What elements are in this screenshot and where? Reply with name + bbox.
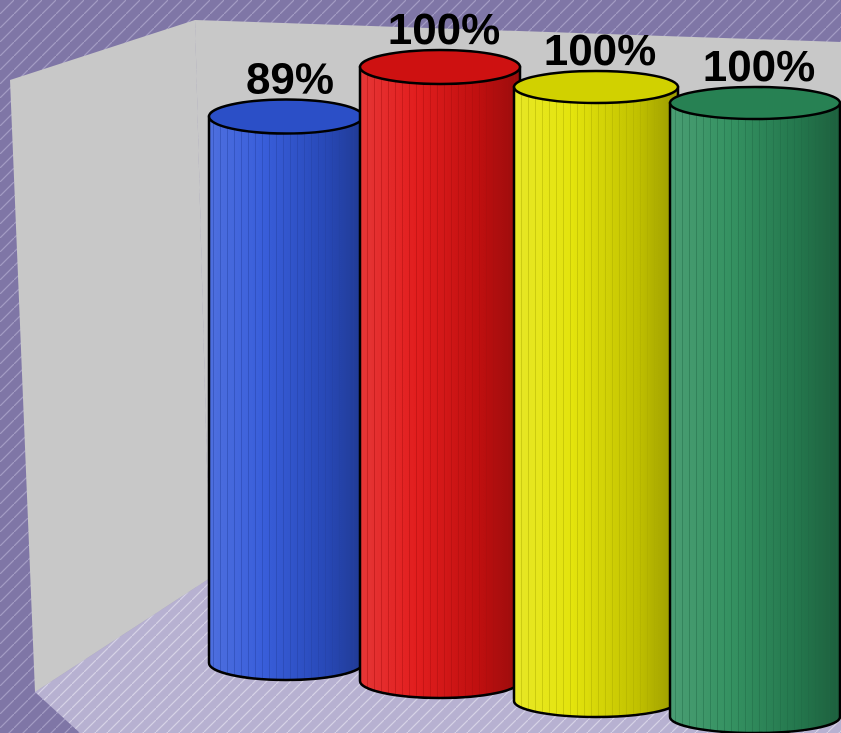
bar-3-top	[512, 69, 680, 105]
bar-2-top	[358, 48, 522, 86]
bar-3	[512, 69, 680, 719]
data-label-1: 89%	[246, 55, 334, 104]
bar-4-stripes	[668, 101, 841, 733]
data-label-4: 100%	[703, 42, 816, 91]
bar-1-stripes	[207, 115, 365, 682]
bar-4	[668, 85, 841, 733]
bar-2	[358, 48, 522, 700]
bar-1	[207, 98, 365, 682]
bar-series	[207, 48, 841, 733]
data-label-2: 100%	[388, 5, 501, 54]
data-labels: 89% 100% 100% 100%	[246, 5, 815, 104]
bar-4-top	[668, 85, 841, 121]
chart-side-wall	[10, 20, 210, 692]
data-label-3: 100%	[544, 26, 657, 75]
bar-3-stripes	[512, 85, 680, 719]
bar-2-stripes	[358, 65, 522, 700]
bar-1-top	[207, 98, 365, 135]
